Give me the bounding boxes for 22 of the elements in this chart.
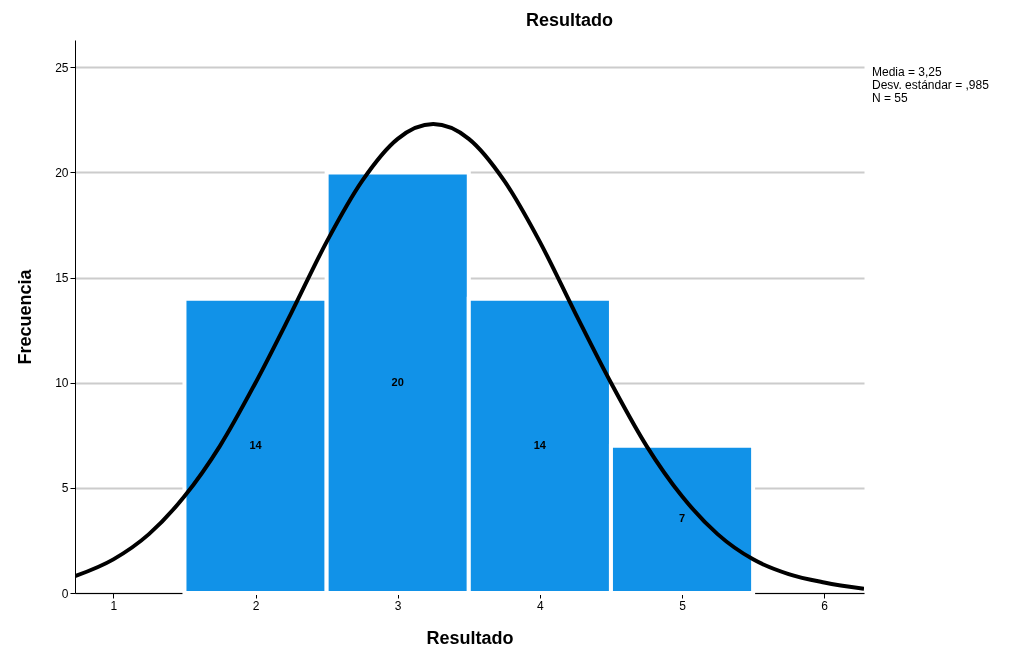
data-label: 14 (533, 438, 547, 451)
x-tick-label: 4 (537, 598, 545, 613)
x-axis-title: Resultado (426, 627, 514, 648)
y-tick-label: 5 (61, 481, 69, 496)
x-tick-label: 1 (110, 598, 118, 613)
x-tick-label: 6 (821, 598, 829, 613)
y-tick-label: 10 (55, 376, 69, 391)
x-tick-label: 2 (252, 598, 260, 613)
y-tick-label: 0 (61, 586, 69, 601)
y-axis-title: Frecuencia (15, 268, 36, 365)
y-tick-label: 20 (55, 165, 69, 180)
text: N = 55 (872, 91, 909, 105)
chart-title: Resultado (525, 10, 614, 30)
data-label: 7 (678, 512, 686, 525)
y-tick-label: 15 (55, 271, 69, 286)
y-tick-label: 25 (55, 60, 69, 75)
data-label: 14 (249, 438, 263, 451)
x-tick-label: 3 (394, 598, 402, 613)
x-tick-label: 5 (679, 598, 687, 613)
data-label: 20 (391, 375, 404, 388)
text: Media = 3,25 (872, 65, 943, 79)
text: Desv. estándar = ,985 (872, 78, 989, 92)
